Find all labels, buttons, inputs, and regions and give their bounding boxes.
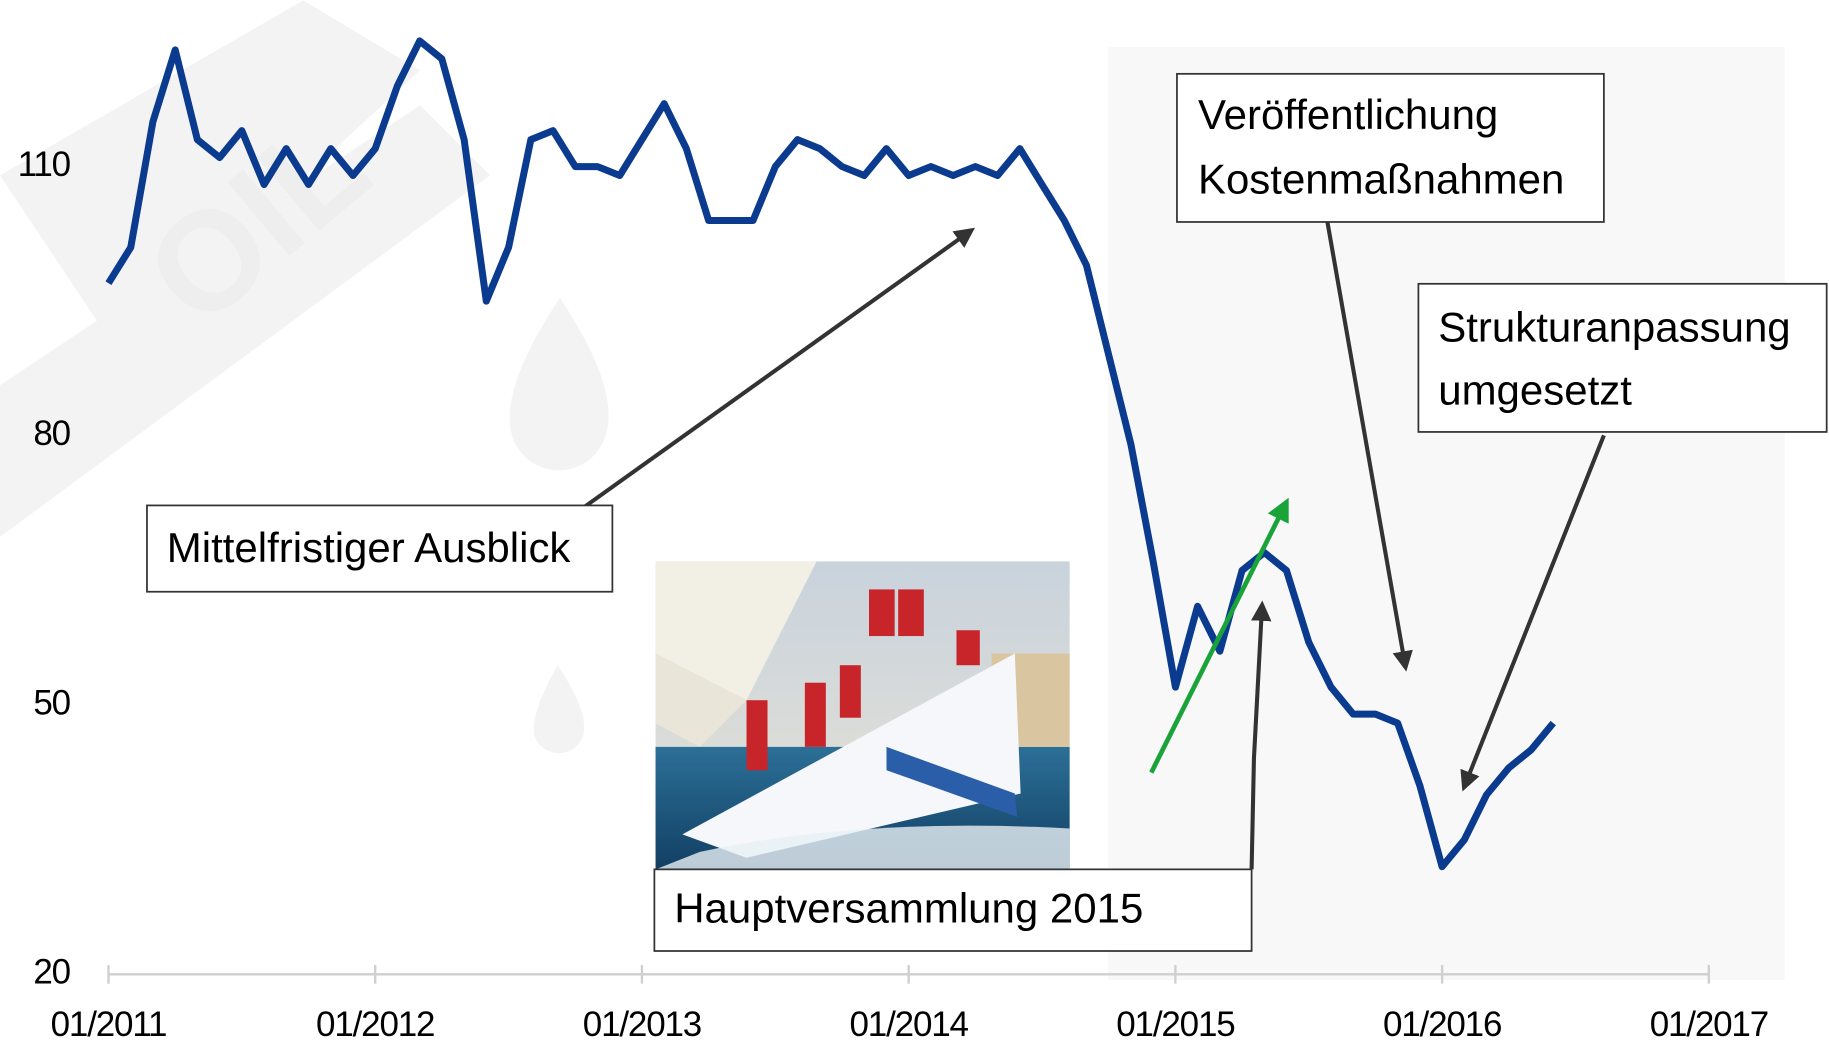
annotation: Hauptversammlung 2015 [674,884,1143,931]
x-tick-label: 01/2016 [1383,1005,1501,1044]
y-tick-label: 80 [33,414,70,453]
y-tick-label: 20 [33,953,70,992]
x-tick-label: 01/2017 [1650,1005,1768,1044]
photo [656,561,1070,869]
page: OIL Mittelfristiger Ausblick Hauptversam… [0,0,1829,1047]
annotation: Veröffentlichung [1198,91,1498,138]
background-watermark: OIL [0,0,609,753]
x-tick-label: 01/2015 [1116,1005,1234,1044]
x-tick-label: 01/2013 [583,1005,701,1044]
annotation: umgesetzt [1438,367,1632,414]
annotation: Strukturanpassung [1438,304,1790,351]
y-tick-label: 110 [18,145,71,184]
annotation: Mittelfristiger Ausblick [167,524,572,571]
x-tick-label: 01/2011 [51,1005,167,1044]
y-tick-label: 50 [33,683,70,722]
chart: OIL Mittelfristiger Ausblick Hauptversam… [0,0,1829,1047]
x-tick-label: 01/2012 [316,1005,434,1044]
x-tick-label: 01/2014 [850,1005,969,1044]
annotation: Kostenmaßnahmen [1198,155,1564,202]
